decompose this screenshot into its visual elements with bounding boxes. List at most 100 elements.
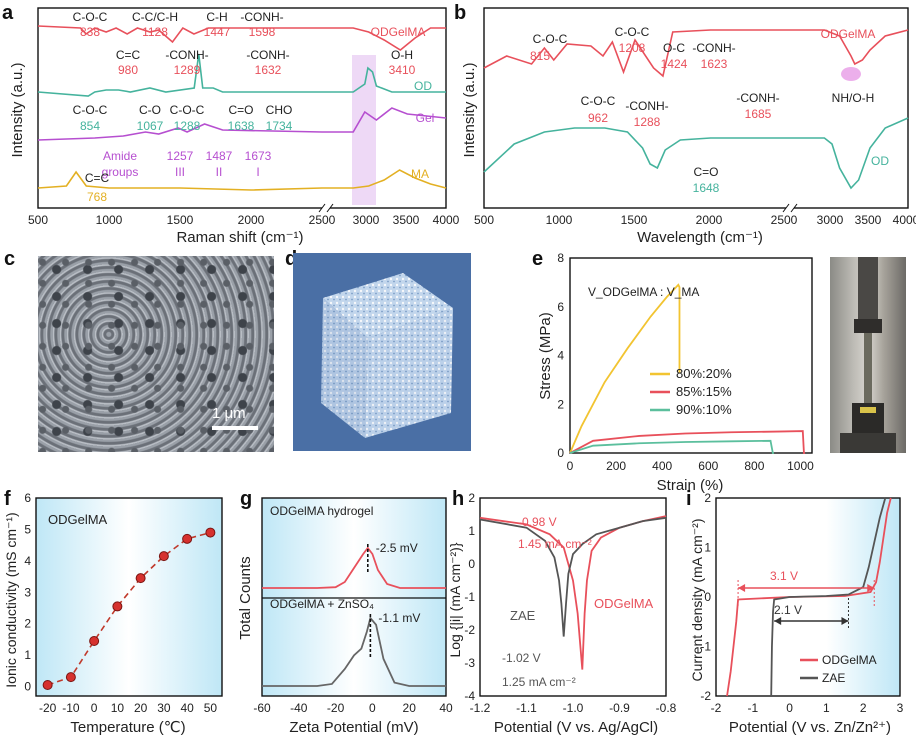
b-peak-value: 1208 <box>619 41 646 55</box>
a-peak-value: 1598 <box>249 25 276 39</box>
h-odgelma-label: ODGelMA <box>594 596 654 611</box>
f-x-tick-label: 50 <box>204 701 218 715</box>
a-peak-value: 3410 <box>389 63 416 77</box>
a-peak-label: 1257 <box>167 149 194 163</box>
panel-b-label: b <box>454 2 467 24</box>
b-peak-value: 1685 <box>745 107 772 121</box>
panel-e-label: e <box>532 248 544 270</box>
e-x-tick-label: 1000 <box>787 459 814 473</box>
cube-render-background <box>293 253 471 451</box>
i-arrowhead <box>867 584 875 592</box>
e-x-tick-label: 0 <box>567 459 574 473</box>
i-y-tick-label: -2 <box>700 689 711 703</box>
h-x-tick-label: -1.0 <box>563 701 584 715</box>
h-y-tick-label: 2 <box>468 491 475 505</box>
f-y-tick-label: 2 <box>24 617 31 631</box>
g-peak-label: -2.5 mV <box>376 541 418 555</box>
b-peak-value: 1648 <box>693 181 720 195</box>
b-peak-value: 1424 <box>661 57 688 71</box>
a-peak-label: C=C <box>85 171 110 185</box>
e-y-tick-label: 6 <box>557 300 564 314</box>
b-peak-label: C-O-C <box>581 94 616 108</box>
a-frame <box>37 7 447 209</box>
a-peak-value: 1632 <box>255 63 282 77</box>
e-series-line <box>569 439 774 454</box>
b-peak-value: 1288 <box>634 115 661 129</box>
a-series-line <box>37 25 446 51</box>
g-series-label: ODGelMA + ZnSO₄ <box>270 597 374 611</box>
a-x-tick-label: 2500 <box>309 213 336 227</box>
sample-strip <box>864 333 872 403</box>
panel-i-label: i <box>686 488 692 510</box>
h-x-tick-label: -1.2 <box>470 701 491 715</box>
b-y-axis-label: Intensity (a.u.) <box>461 62 478 157</box>
f-y-tick-label: 6 <box>24 491 31 505</box>
a-peak-value: 980 <box>118 63 138 77</box>
sem-image <box>38 256 274 452</box>
h-annotation-top: 1.45 mA cm⁻² <box>518 537 592 551</box>
a-x-tick-label: 500 <box>28 213 48 227</box>
g-x-tick-label: -20 <box>327 701 345 715</box>
b-peak-label: NH/O-H <box>832 91 875 105</box>
f-data-point <box>182 533 193 544</box>
b-peak-label: -CONH- <box>625 99 668 113</box>
g-x-tick-label: 0 <box>369 701 376 715</box>
b-x-tick-label: 1500 <box>621 213 648 227</box>
i-arrowhead <box>738 584 746 592</box>
f-y-tick-label: 0 <box>24 680 31 694</box>
upper-clamp <box>854 319 882 333</box>
b-axis-break-mark <box>782 203 790 213</box>
h-series-line <box>479 515 667 670</box>
f-trend-line <box>47 531 211 686</box>
a-peak-label: -CONH- <box>240 10 283 24</box>
a-x-tick-label: 4000 <box>433 213 460 227</box>
f-y-tick-label: 5 <box>24 522 31 536</box>
scale-bar-label: 1 μm <box>212 405 246 422</box>
g-y-axis-label: Total Counts <box>237 556 254 639</box>
e-frame <box>569 257 813 454</box>
panel-h-label: h <box>452 488 465 510</box>
a-peak-value: III <box>175 165 185 179</box>
cube-right-face <box>365 308 453 438</box>
i-x-tick-label: -2 <box>711 701 722 715</box>
a-axis-break-mark <box>318 203 326 213</box>
b-x-tick-label: 3500 <box>855 213 882 227</box>
i-y-tick-label: 1 <box>704 541 711 555</box>
g-frame <box>261 497 447 697</box>
f-data-point <box>158 551 169 562</box>
panel-f-label: f <box>4 488 11 510</box>
i-arrowhead <box>841 617 849 625</box>
a-peak-label: 1487 <box>206 149 233 163</box>
h-annotation-bottom: -1.02 V <box>502 651 541 665</box>
f-data-point <box>112 601 123 612</box>
e-legend-label: 90%:10% <box>676 402 732 417</box>
g-peak-label: -1.1 mV <box>378 611 420 625</box>
b-peak-value: 1623 <box>701 57 728 71</box>
b-x-tick-label: 4000 <box>893 213 916 227</box>
a-peak-value: 768 <box>87 190 107 204</box>
b-x-tick-label: 1000 <box>546 213 573 227</box>
h-y-axis-label: Log {|i| (mA cm⁻²)} <box>447 542 463 657</box>
f-data-point <box>135 573 146 584</box>
f-x-tick-label: 30 <box>157 701 171 715</box>
b-frame <box>483 7 909 209</box>
i-y-tick-label: 0 <box>704 590 711 604</box>
e-series-line <box>569 430 806 454</box>
g-series-line <box>262 616 446 687</box>
cube-left-face <box>321 298 368 438</box>
a-series-line <box>37 53 446 97</box>
i-y-tick-label: -1 <box>700 640 711 654</box>
e-y-tick-label: 2 <box>557 397 564 411</box>
a-peak-label: C-C/C-H <box>132 10 178 24</box>
a-peak-label: -CONH- <box>165 48 208 62</box>
a-peak-label: C-H <box>206 10 227 24</box>
h-x-axis-label: Potential (V vs. Ag/AgCl) <box>494 719 658 736</box>
h-annotation-bottom: 1.25 mA cm⁻² <box>502 675 576 689</box>
panel-g-label: g <box>240 488 253 510</box>
f-y-axis-label: Ionic conductivity (mS cm⁻¹) <box>3 512 19 687</box>
g-x-tick-label: 20 <box>403 701 417 715</box>
a-peak-value: I <box>256 165 259 179</box>
f-data-point <box>205 527 216 538</box>
b-peak-label: C-O-C <box>533 32 568 46</box>
clamp-marker <box>860 407 876 413</box>
